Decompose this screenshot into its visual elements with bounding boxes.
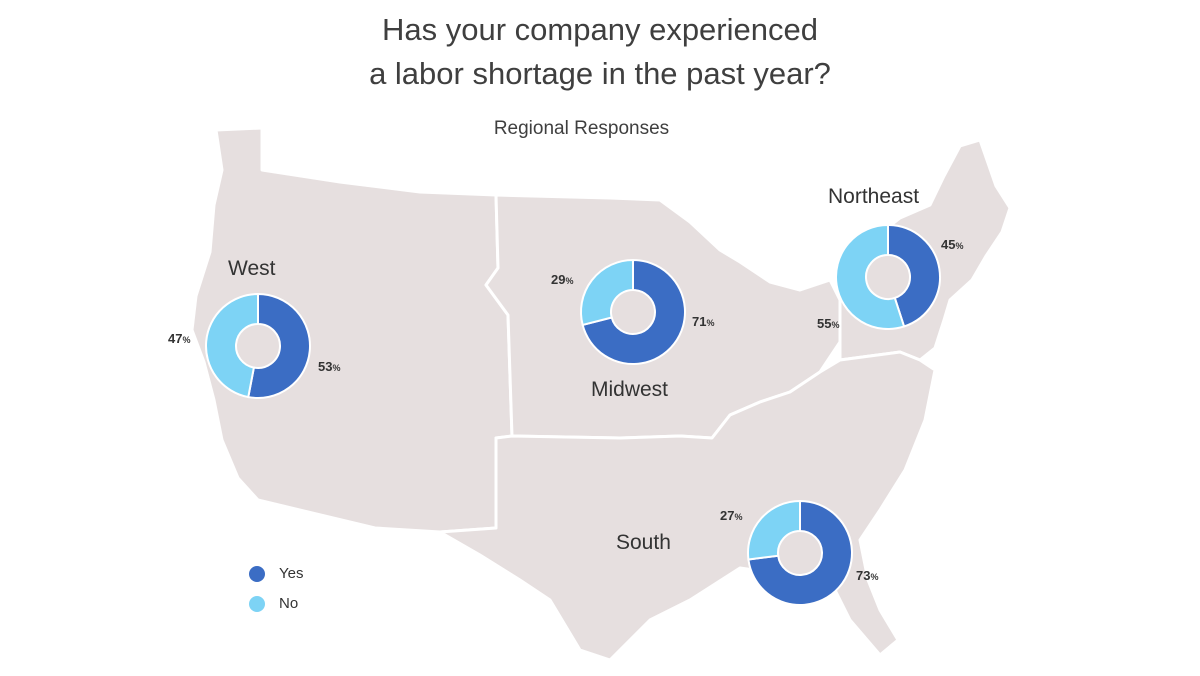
legend-label-no: No [279,595,299,612]
donut-slice-west-yes [247,292,311,399]
data-label-south-no: 27% [720,508,743,523]
donut-slice-south-yes [747,499,853,606]
legend-swatch-no [249,595,265,612]
donut-midwest [580,258,686,365]
chart-title: Has your company experienced a labor sho… [0,8,1200,96]
donut-slice-west-no [205,292,259,399]
donut-slice-northeast-yes [887,223,941,328]
chart-title-line-1: Has your company experienced [382,12,818,47]
region-label-west: West [228,257,276,280]
donut-slice-south-no [747,499,801,561]
donut-slice-northeast-no [835,223,906,330]
region-label-midwest: Midwest [591,378,669,401]
data-label-northeast-yes: 45% [941,237,964,252]
legend-item-no: No [249,595,298,612]
data-label-west-yes: 53% [318,359,341,374]
data-label-south-yes: 73% [856,568,879,583]
donut-south [747,499,853,606]
map-region-south [438,350,937,662]
donut-slice-midwest-no [580,258,634,327]
donut-charts-layer [205,223,941,606]
data-label-northeast-no: 55% [817,316,840,331]
chart-subtitle: Regional Responses [493,118,670,139]
data-label-midwest-no: 29% [551,272,574,287]
donut-northeast [835,223,941,330]
donut-west [205,292,311,399]
legend-label-yes: Yes [279,565,304,582]
chart-title-line-2: a labor shortage in the past year? [369,56,831,91]
data-label-midwest-yes: 71% [692,314,715,329]
region-label-northeast: Northeast [828,185,920,208]
region-label-south: South [616,531,671,554]
donut-slice-midwest-yes [581,258,686,365]
data-label-west-no: 47% [168,331,191,346]
legend-swatch-yes [249,565,265,582]
legend-item-yes: Yes [249,565,303,582]
